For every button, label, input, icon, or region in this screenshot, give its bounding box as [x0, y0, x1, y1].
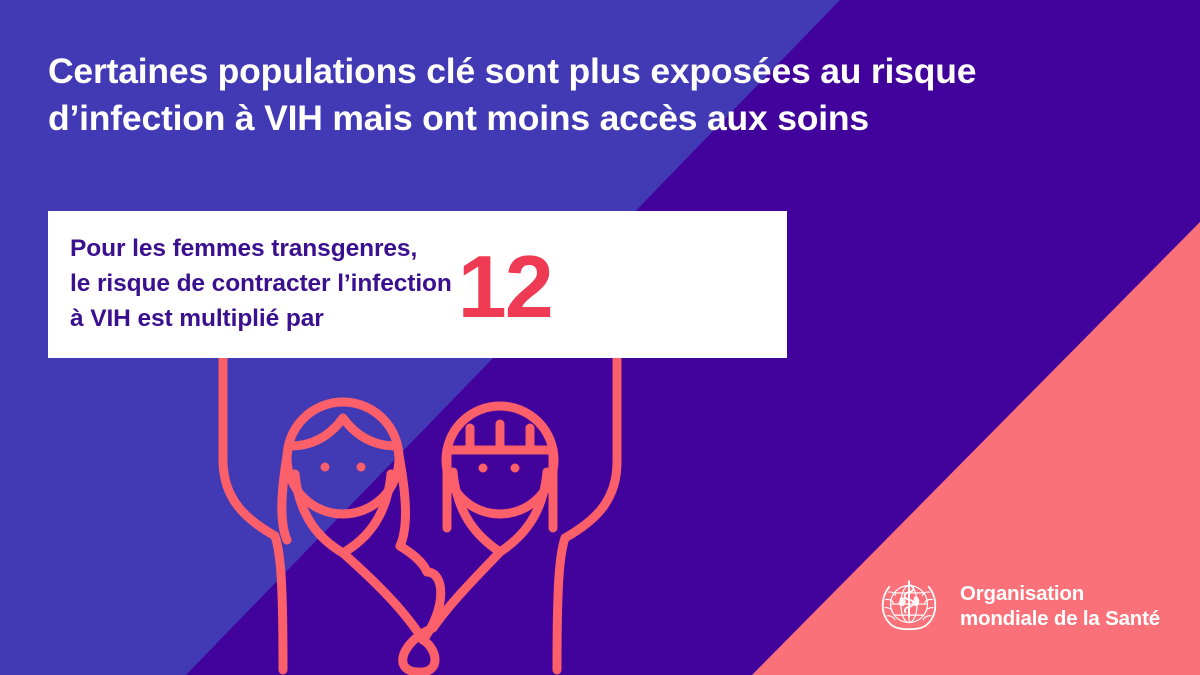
- figure-right-arm-raised: [560, 348, 622, 543]
- figure-left-body-inner: [338, 548, 428, 645]
- figure-right-eye-right: [510, 463, 520, 473]
- who-wordmark-line-2: mondiale de la Santé: [960, 607, 1160, 630]
- stat-card-text: Pour les femmes transgenres, le risque d…: [48, 232, 452, 336]
- figure-left-hair-side-left: [277, 445, 293, 545]
- figure-right-eye-left: [478, 463, 488, 473]
- interlocked-arms-loop-lower: [398, 623, 440, 675]
- who-logo: Organisation mondiale de la Santé: [872, 570, 1160, 644]
- figure-left-fringe: [285, 413, 401, 451]
- figure-left-eye-right: [356, 462, 366, 472]
- stat-multiplier-value: 12: [457, 236, 554, 336]
- headline-line-2: d’infection à VIH mais ont moins accès a…: [48, 97, 869, 138]
- who-wordmark: Organisation mondiale de la Santé: [960, 582, 1160, 631]
- figure-left-eye-left: [320, 462, 330, 472]
- stat-card: Pour les femmes transgenres, le risque d…: [48, 211, 787, 358]
- figure-left-shape: [218, 348, 432, 675]
- illustration-two-women: [195, 340, 645, 675]
- figure-right-shape: [428, 348, 622, 675]
- stat-card-line-3: à VIH est multiplié par: [70, 304, 324, 332]
- figure-left-body-outer: [270, 531, 288, 675]
- headline: Certaines populations clé sont plus expo…: [48, 48, 1168, 142]
- stat-card-line-1: Pour les femmes transgenres,: [70, 235, 418, 263]
- figure-left-hair-side-right: [393, 445, 410, 551]
- who-wordmark-line-1: Organisation: [960, 582, 1085, 606]
- figure-left-shoulder-right: [395, 541, 432, 577]
- stat-card-line-2: le risque de contracter l’infection: [70, 270, 452, 298]
- figure-right-body-outer: [552, 533, 570, 675]
- figure-left-arm-raised: [218, 348, 280, 541]
- who-emblem-icon: [872, 570, 946, 644]
- headline-line-1: Certaines populations clé sont plus expo…: [48, 51, 977, 91]
